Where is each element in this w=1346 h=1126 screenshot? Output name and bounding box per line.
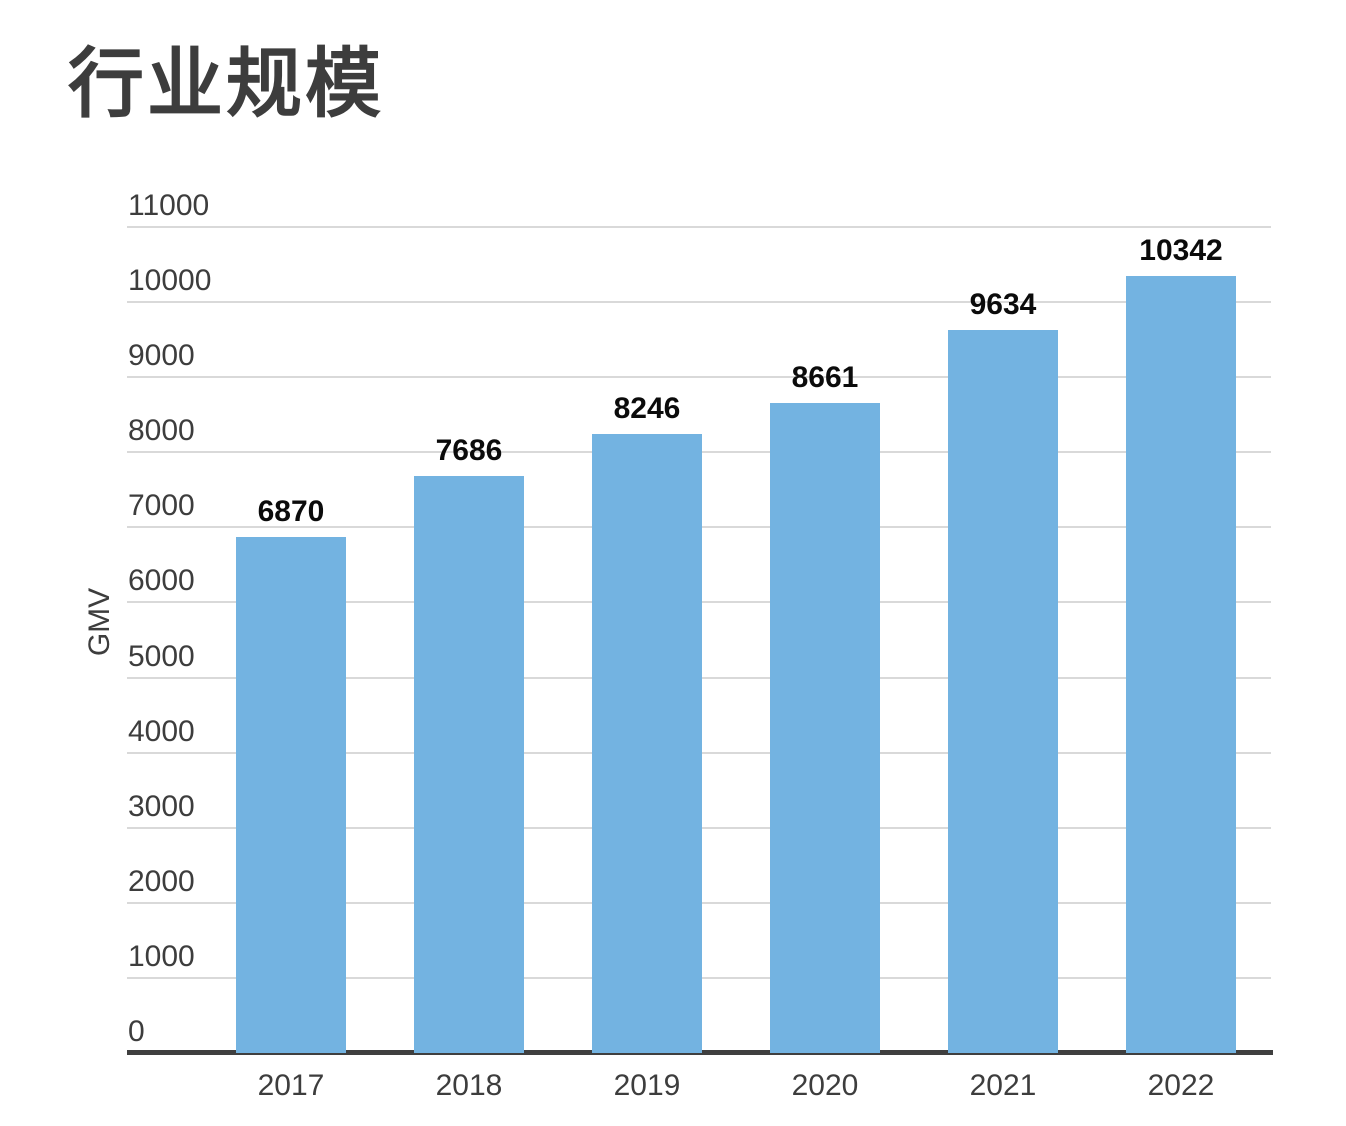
- y-tick-label-3000: 3000: [128, 789, 195, 823]
- gridline-11000: [127, 226, 1271, 228]
- bar-value-label-2022: 10342: [1139, 234, 1223, 268]
- chart-title: 行业规模: [68, 42, 384, 127]
- x-tick-label-2018: 2018: [435, 1069, 503, 1102]
- bar-fill-2019: [592, 433, 702, 1053]
- y-tick-label-5000: 5000: [128, 639, 195, 673]
- bar-fill-2017: [236, 537, 346, 1053]
- bar-2017: 6870: [236, 495, 346, 1053]
- y-tick-label-1000: 1000: [128, 939, 195, 973]
- bar-fill-2020: [770, 402, 880, 1053]
- x-tick-label-2022: 2022: [1147, 1069, 1215, 1102]
- plot-area: 0 1000 2000 3000 4000 5000 6000 7000 8000 9000 100…: [127, 189, 1273, 1102]
- bar-2018: 7686: [414, 434, 524, 1053]
- bar-value-label-2020: 8661: [791, 360, 859, 394]
- y-tick-label-11000: 11000: [128, 189, 210, 222]
- x-tick-label-2019: 2019: [613, 1069, 681, 1102]
- x-tick-label-2021: 2021: [969, 1069, 1037, 1102]
- y-tick-label-8000: 8000: [128, 414, 195, 448]
- y-axis-title: GMV: [83, 587, 116, 657]
- y-tick-label-6000: 6000: [128, 564, 195, 598]
- y-tick-label-0: 0: [128, 1015, 145, 1048]
- y-tick-label-4000: 4000: [128, 714, 195, 748]
- bar-fill-2021: [948, 329, 1058, 1053]
- bar-2020: 8661: [770, 361, 880, 1053]
- bar-2019: 8246: [592, 392, 702, 1053]
- bar-2022: 10342: [1126, 234, 1236, 1053]
- x-tick-label-2017: 2017: [257, 1069, 325, 1102]
- bar-value-label-2021: 9634: [969, 287, 1037, 321]
- gridline-10000: [127, 301, 1271, 304]
- bar-fill-2018: [414, 475, 524, 1053]
- gridline-9000: [127, 376, 1271, 379]
- bar-fill-2022: [1126, 276, 1236, 1053]
- bar-2021: 9634: [948, 288, 1058, 1053]
- bar-value-label-2017: 6870: [257, 495, 325, 529]
- bar-value-label-2018: 7686: [435, 433, 503, 467]
- y-tick-label-9000: 9000: [128, 339, 195, 373]
- x-tick-label-2020: 2020: [791, 1069, 859, 1102]
- bar-value-label-2019: 8246: [613, 391, 681, 425]
- y-tick-label-7000: 7000: [128, 489, 195, 523]
- y-tick-label-2000: 2000: [128, 864, 195, 898]
- y-tick-label-10000: 10000: [128, 264, 212, 298]
